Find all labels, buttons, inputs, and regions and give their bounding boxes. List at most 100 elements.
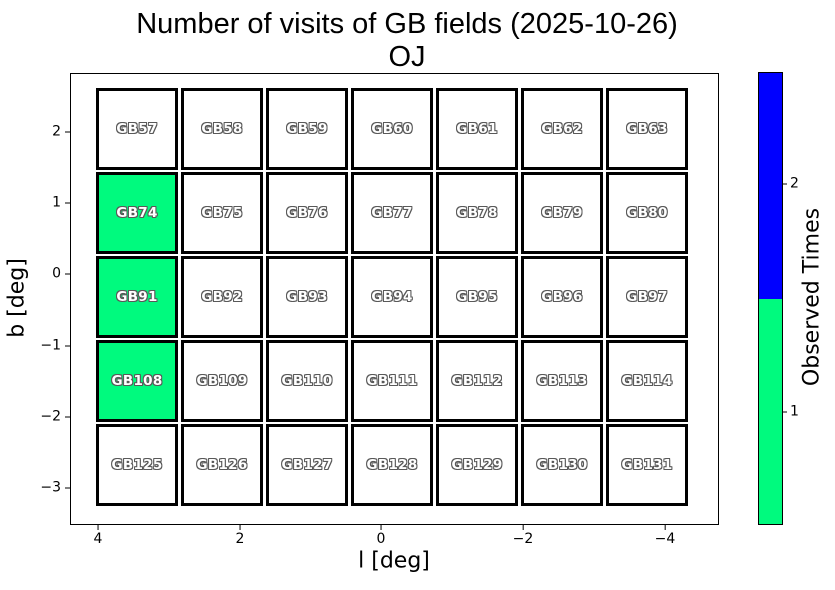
- field-cell: GB95: [436, 256, 518, 338]
- field-cell: GB61: [436, 88, 518, 170]
- field-cell-label: GB92: [201, 289, 243, 305]
- field-cell-label: GB97: [626, 289, 668, 305]
- y-tick-mark: [65, 416, 70, 418]
- y-tick-mark: [65, 345, 70, 347]
- y-tick: 2: [0, 123, 70, 140]
- colorbar-label: Observed Times: [799, 207, 825, 387]
- y-tick-label: −2: [40, 408, 61, 425]
- field-cell: GB96: [521, 256, 603, 338]
- field-cell: GB130: [521, 424, 603, 506]
- x-tick: 4: [93, 525, 103, 547]
- y-tick-mark: [65, 487, 70, 489]
- field-cell: GB60: [351, 88, 433, 170]
- field-cell: GB94: [351, 256, 433, 338]
- field-cell: GB93: [266, 256, 348, 338]
- plot-frame: GB57 GB58 GB59 GB60 GB61 GB62 GB63 GB74 GB75 GB76…: [70, 73, 719, 525]
- field-cell-label: GB96: [541, 289, 583, 305]
- field-cell-label: GB61: [456, 121, 498, 137]
- field-cell-label: GB75: [201, 205, 243, 221]
- x-tick-label: 4: [93, 531, 103, 547]
- x-tick-mark: [380, 525, 382, 530]
- field-cell-label: GB110: [281, 373, 333, 389]
- x-axis-label: l [deg]: [358, 548, 430, 574]
- y-tick-mark: [65, 273, 70, 275]
- field-cell: GB57: [96, 88, 178, 170]
- y-tick: −1: [0, 337, 70, 354]
- field-cell: GB63: [606, 88, 688, 170]
- field-cell: GB129: [436, 424, 518, 506]
- field-cell: GB109: [181, 340, 263, 422]
- y-tick-label: 0: [52, 265, 61, 282]
- field-cell: GB79: [521, 172, 603, 254]
- field-cell-label: GB126: [196, 457, 248, 473]
- colorbar-segment-high: [759, 73, 782, 299]
- field-cell: GB126: [181, 424, 263, 506]
- y-tick: −2: [0, 408, 70, 425]
- field-cell: GB114: [606, 340, 688, 422]
- title-line1: Number of visits of GB fields (2025-10-2…: [136, 8, 678, 40]
- field-cell-label: GB128: [366, 457, 418, 473]
- field-cell-label: GB112: [451, 373, 503, 389]
- field-cell-label: GB74: [116, 205, 158, 221]
- x-tick-mark: [664, 525, 666, 530]
- field-cell-label: GB114: [621, 373, 673, 389]
- x-tick-label: −2: [512, 531, 534, 547]
- field-cell-label: GB91: [116, 289, 158, 305]
- field-cell: GB111: [351, 340, 433, 422]
- colorbar-tick-mark: [783, 183, 787, 185]
- field-cell: GB62: [521, 88, 603, 170]
- field-cell-label: GB63: [626, 121, 668, 137]
- page-title: Number of visits of GB fields (2025-10-2…: [136, 8, 678, 74]
- field-cell-label: GB127: [281, 457, 333, 473]
- field-cell: GB80: [606, 172, 688, 254]
- colorbar-segment-low: [759, 298, 782, 524]
- colorbar-tick-label: 2: [790, 175, 799, 192]
- x-tick-label: 2: [235, 531, 245, 547]
- field-cell-label: GB80: [626, 205, 668, 221]
- y-tick-mark: [65, 131, 70, 133]
- field-cell-label: GB108: [111, 373, 163, 389]
- field-cell: GB77: [351, 172, 433, 254]
- x-tick: 0: [376, 525, 386, 547]
- field-cell: GB113: [521, 340, 603, 422]
- field-cell-label: GB130: [536, 457, 588, 473]
- field-cell: GB58: [181, 88, 263, 170]
- x-tick: −4: [654, 525, 676, 547]
- x-tick-mark: [239, 525, 241, 530]
- y-tick: 1: [0, 194, 70, 211]
- field-cell: GB127: [266, 424, 348, 506]
- y-tick-label: −3: [40, 479, 61, 496]
- colorbar: [758, 72, 783, 525]
- field-cell-label: GB111: [366, 373, 418, 389]
- field-cell: GB91: [96, 256, 178, 338]
- x-tick-label: −4: [654, 531, 676, 547]
- y-tick-label: 2: [52, 123, 61, 140]
- field-cell: GB74: [96, 172, 178, 254]
- field-cell: GB75: [181, 172, 263, 254]
- x-tick: −2: [512, 525, 534, 547]
- field-cell-label: GB131: [621, 457, 673, 473]
- field-cell: GB131: [606, 424, 688, 506]
- field-cell-label: GB76: [286, 205, 328, 221]
- field-cell-label: GB57: [116, 121, 158, 137]
- title-line2: OJ: [388, 41, 426, 73]
- field-cell-label: GB94: [371, 289, 413, 305]
- field-cell-label: GB77: [371, 205, 413, 221]
- y-tick: 0: [0, 265, 70, 282]
- field-cell: GB110: [266, 340, 348, 422]
- field-cell-label: GB95: [456, 289, 498, 305]
- field-cell: GB128: [351, 424, 433, 506]
- field-cell: GB97: [606, 256, 688, 338]
- field-cell-label: GB129: [451, 457, 503, 473]
- y-tick: −3: [0, 479, 70, 496]
- field-cell-label: GB79: [541, 205, 583, 221]
- x-tick-label: 0: [376, 531, 386, 547]
- y-tick-label: 1: [52, 194, 61, 211]
- x-tick: 2: [235, 525, 245, 547]
- field-cell: GB125: [96, 424, 178, 506]
- x-tick-mark: [522, 525, 524, 530]
- y-tick-label: −1: [40, 337, 61, 354]
- field-cell-label: GB60: [371, 121, 413, 137]
- field-cell: GB78: [436, 172, 518, 254]
